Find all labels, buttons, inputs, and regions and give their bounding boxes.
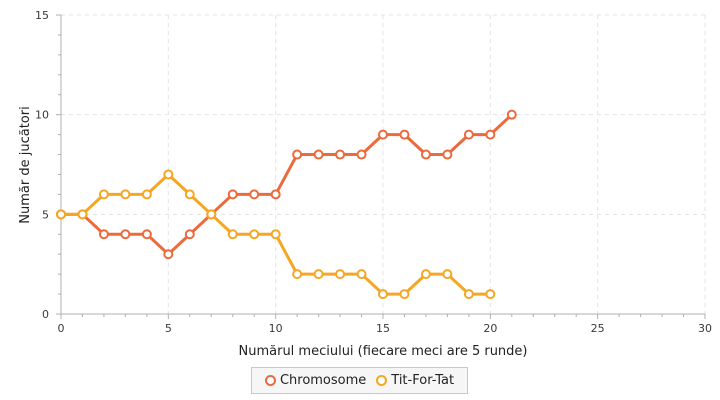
y-tick-label: 15 [35,9,49,22]
data-point-chromosome[interactable] [227,189,238,200]
data-point-tit-for-tat[interactable] [420,269,431,280]
data-point-tit-for-tat[interactable] [442,269,453,280]
series-line-chromosome [59,113,514,256]
legend-marker-tit-for-tat [376,375,388,386]
data-point-tit-for-tat[interactable] [56,209,66,220]
data-point-tit-for-tat[interactable] [292,269,303,280]
data-point-chromosome[interactable] [442,149,453,160]
data-point-tit-for-tat[interactable] [227,229,238,240]
legend-item-chromosome[interactable]: Chromosome [264,373,367,388]
data-point-chromosome[interactable] [270,189,281,200]
x-axis-title: Numărul meciului (fiecare meci are 5 run… [239,344,528,359]
series-layer [56,109,517,300]
data-point-tit-for-tat[interactable] [463,289,474,300]
x-tick-label: 30 [698,322,712,335]
data-point-tit-for-tat[interactable] [206,209,217,220]
legend-marker-chromosome [264,375,276,386]
data-point-tit-for-tat[interactable] [77,209,88,220]
x-tick-label: 15 [376,322,390,335]
y-axis-title: Număr de jucători [18,106,33,223]
data-point-chromosome[interactable] [420,149,431,160]
line-chart: 0 5 10 15 20 25 30 0 5 10 15 Numărul meciului (fie… [18,9,712,359]
data-point-chromosome[interactable] [141,229,152,240]
data-point-tit-for-tat[interactable] [356,269,367,280]
legend-label-chromosome: Chromosome [279,373,367,388]
data-point-chromosome[interactable] [184,229,195,240]
data-point-chromosome[interactable] [313,149,324,160]
data-point-chromosome[interactable] [163,249,174,260]
data-point-chromosome[interactable] [399,129,410,140]
data-point-chromosome[interactable] [292,149,303,160]
data-point-chromosome[interactable] [249,189,260,200]
data-point-tit-for-tat[interactable] [98,189,109,200]
data-point-chromosome[interactable] [506,109,517,120]
data-point-tit-for-tat[interactable] [399,289,410,300]
data-point-tit-for-tat[interactable] [270,229,281,240]
data-point-chromosome[interactable] [356,149,367,160]
data-point-tit-for-tat[interactable] [184,189,195,200]
series-chromosome [56,109,517,260]
y-tick-label: 10 [35,109,49,122]
data-point-tit-for-tat[interactable] [163,169,174,180]
x-tick-label: 5 [165,322,172,335]
x-tick-label: 25 [591,322,605,335]
x-tick-label: 0 [58,322,65,335]
y-tick-label: 5 [42,208,49,221]
series-tit-for-tat [56,169,496,300]
data-point-chromosome[interactable] [120,229,131,240]
data-point-chromosome[interactable] [485,129,496,140]
data-point-tit-for-tat[interactable] [120,189,131,200]
data-point-chromosome[interactable] [98,229,109,240]
data-point-tit-for-tat[interactable] [335,269,346,280]
legend-label-tit-for-tat: Tit-For-Tat [391,373,455,388]
data-point-chromosome[interactable] [463,129,474,140]
data-point-tit-for-tat[interactable] [313,269,324,280]
data-point-chromosome[interactable] [335,149,346,160]
grid [61,14,706,314]
data-point-chromosome[interactable] [378,129,388,140]
legend: Chromosome Tit-For-Tat [251,367,468,394]
y-tick-label: 0 [42,308,49,321]
legend-item-tit-for-tat[interactable]: Tit-For-Tat [376,373,454,388]
data-point-tit-for-tat[interactable] [141,189,152,200]
axes: 0 5 10 15 20 25 30 0 5 10 15 [35,9,712,335]
data-point-tit-for-tat[interactable] [378,289,388,300]
x-tick-label: 20 [483,322,497,335]
data-point-tit-for-tat[interactable] [485,289,496,300]
x-tick-label: 10 [269,322,283,335]
data-point-tit-for-tat[interactable] [249,229,260,240]
